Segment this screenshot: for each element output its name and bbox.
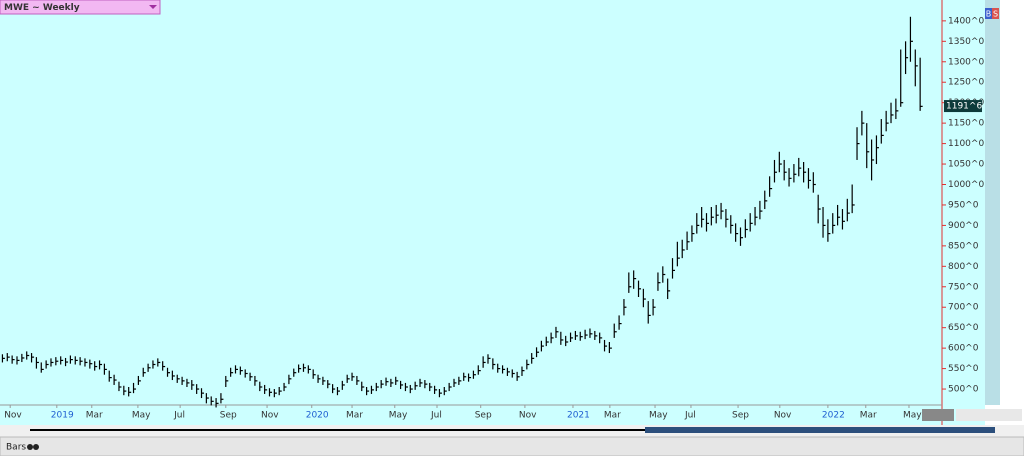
plot-bg <box>0 0 985 425</box>
x-tick-label: Sep <box>220 411 237 421</box>
x-tick-label: Mar <box>604 411 621 421</box>
x-tick-label: Sep <box>732 411 749 421</box>
buy-label: B <box>986 10 992 19</box>
toggle-icon[interactable] <box>27 444 33 450</box>
y-tick-label: 950^0 <box>948 200 979 210</box>
x-tick-label: Jul <box>173 411 185 421</box>
x-tick-label: 2022 <box>822 411 845 421</box>
x-tick-label: 2019 <box>51 411 74 421</box>
y-tick-label: 600^0 <box>948 344 979 354</box>
buy-button[interactable] <box>985 8 992 19</box>
scroll-thumb[interactable] <box>645 427 995 433</box>
x-tick-label: May <box>903 411 922 421</box>
side-strip <box>985 0 1000 405</box>
x-tick-label: 2021 <box>567 411 590 421</box>
y-tick-label: 650^0 <box>948 323 979 333</box>
x-tick-label: Nov <box>261 411 279 421</box>
sell-button[interactable] <box>992 8 999 19</box>
x-tick-label: Sep <box>475 411 492 421</box>
y-tick-label: 850^0 <box>948 241 979 251</box>
x-tick-label: Mar <box>346 411 363 421</box>
x-tick-label: Jul <box>430 411 442 421</box>
symbol-box[interactable] <box>0 0 161 15</box>
y-tick-label: 1050^0 <box>948 160 984 170</box>
toolbar-buttons[interactable] <box>956 409 1022 421</box>
x-tick-label: Nov <box>519 411 537 421</box>
x-tick-label: Nov <box>774 411 792 421</box>
y-tick-label: 1000^0 <box>948 180 984 190</box>
last-price-label: 1191^6 <box>946 102 982 112</box>
sell-label: S <box>993 10 998 19</box>
y-tick-label: 550^0 <box>948 364 979 374</box>
x-tick-label: Mar <box>86 411 103 421</box>
y-tick-label: 1150^0 <box>948 119 984 129</box>
y-tick-label: 1400^0 <box>948 16 984 26</box>
y-tick-label: 800^0 <box>948 262 979 272</box>
x-tick-label: May <box>649 411 668 421</box>
y-tick-label: 1250^0 <box>948 78 984 88</box>
toggle-icon[interactable] <box>33 444 39 450</box>
y-tick-label: 1100^0 <box>948 139 984 149</box>
y-tick-label: 1350^0 <box>948 37 984 47</box>
x-tick-label: Mar <box>860 411 877 421</box>
x-tick-label: May <box>389 411 408 421</box>
x-tick-label: Jul <box>684 411 696 421</box>
axis-corner <box>922 409 954 421</box>
last-price-box <box>944 100 982 113</box>
y-tick-label: 900^0 <box>948 221 979 231</box>
symbol-title: MWE ~ Weekly <box>4 3 80 13</box>
y-tick-label: 750^0 <box>948 282 979 292</box>
chart-type-label: Bars <box>6 443 26 453</box>
x-tick-label: Nov <box>4 411 22 421</box>
x-tick-label: May <box>132 411 151 421</box>
x-tick-label: 2020 <box>306 411 329 421</box>
y-tick-label: 500^0 <box>948 385 979 395</box>
y-tick-label: 1300^0 <box>948 57 984 67</box>
symbol-dropdown[interactable] <box>149 5 157 9</box>
bottom-bar <box>0 436 1024 457</box>
y-tick-label: 700^0 <box>948 303 979 313</box>
